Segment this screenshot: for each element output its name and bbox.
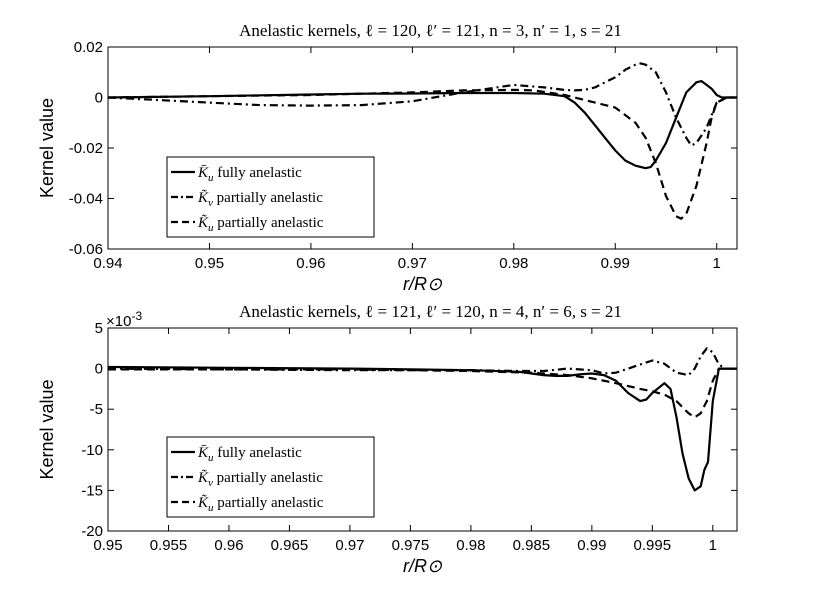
x-tick-label: 0.995 xyxy=(634,537,672,554)
y-tick-label: -0.02 xyxy=(69,140,103,157)
y-tick-label: -0.06 xyxy=(69,241,103,258)
y-tick-label: 0 xyxy=(95,361,103,378)
x-tick-label: 0.99 xyxy=(601,255,630,272)
series-line-3 xyxy=(108,88,737,220)
legend-box xyxy=(166,156,375,238)
x-tick-label: 0.96 xyxy=(296,255,325,272)
legend-label: K̃u partially anelastic xyxy=(197,215,324,234)
y-tick-label: 0.02 xyxy=(74,39,103,56)
chart-title: Anelastic kernels, ℓ = 121, ℓ′ = 120, n … xyxy=(239,302,622,321)
x-tick-label: 0.985 xyxy=(513,537,551,554)
x-tick-label: 1 xyxy=(709,537,717,554)
series-line-1 xyxy=(108,79,737,170)
x-tick-label: 0.96 xyxy=(214,537,243,554)
x-tick-label: 0.98 xyxy=(456,537,485,554)
series-line-3 xyxy=(108,367,737,419)
x-tick-label: 0.97 xyxy=(335,537,364,554)
y-tick-label: -0.04 xyxy=(69,191,103,208)
x-tick-label: 0.98 xyxy=(499,255,528,272)
y-tick-label: -15 xyxy=(81,482,103,499)
y-tick-label: -20 xyxy=(81,523,103,540)
x-tick-label: 0.95 xyxy=(93,537,122,554)
legend-box xyxy=(166,436,375,518)
x-tick-label: 0.95 xyxy=(195,255,224,272)
x-tick-label: 0.94 xyxy=(93,255,122,272)
chart-1: Anelastic kernels, ℓ = 120, ℓ′ = 121, n … xyxy=(37,21,738,294)
x-tick-label: 0.97 xyxy=(398,255,427,272)
y-axis-label: Kernel value xyxy=(37,98,57,198)
chart-2: Anelastic kernels, ℓ = 121, ℓ′ = 120, n … xyxy=(37,302,738,576)
legend-label: K̄u fully anelastic xyxy=(197,445,302,464)
legend-label: K̃v partially anelastic xyxy=(197,190,323,209)
y-exponent: ×10-3 xyxy=(106,309,142,330)
y-axis-label: Kernel value xyxy=(37,379,57,479)
legend: K̄u fully anelastic K̃v partially anelast… xyxy=(166,436,375,518)
legend-label: K̄u fully anelastic xyxy=(197,165,302,184)
series-line-2 xyxy=(108,62,737,147)
chart-title: Anelastic kernels, ℓ = 120, ℓ′ = 121, n … xyxy=(239,21,622,40)
y-tick-label: -5 xyxy=(90,401,103,418)
legend-label: K̃v partially anelastic xyxy=(197,470,323,489)
y-tick-label: 5 xyxy=(95,320,103,337)
x-tick-label: 0.99 xyxy=(577,537,606,554)
series-line-2 xyxy=(108,347,737,377)
legend: K̄u fully anelastic K̃v partially anelast… xyxy=(166,156,375,238)
x-tick-label: 0.975 xyxy=(392,537,430,554)
legend-label: K̃u partially anelastic xyxy=(197,495,324,514)
y-tick-label: 0 xyxy=(95,90,103,107)
x-tick-label: 1 xyxy=(713,255,721,272)
x-tick-label: 0.955 xyxy=(150,537,188,554)
x-axis-label: r/R⊙ xyxy=(403,274,443,294)
y-tick-label: -10 xyxy=(81,442,103,459)
x-tick-label: 0.965 xyxy=(271,537,309,554)
plot-area xyxy=(107,327,738,532)
x-axis-label: r/R⊙ xyxy=(403,556,443,576)
